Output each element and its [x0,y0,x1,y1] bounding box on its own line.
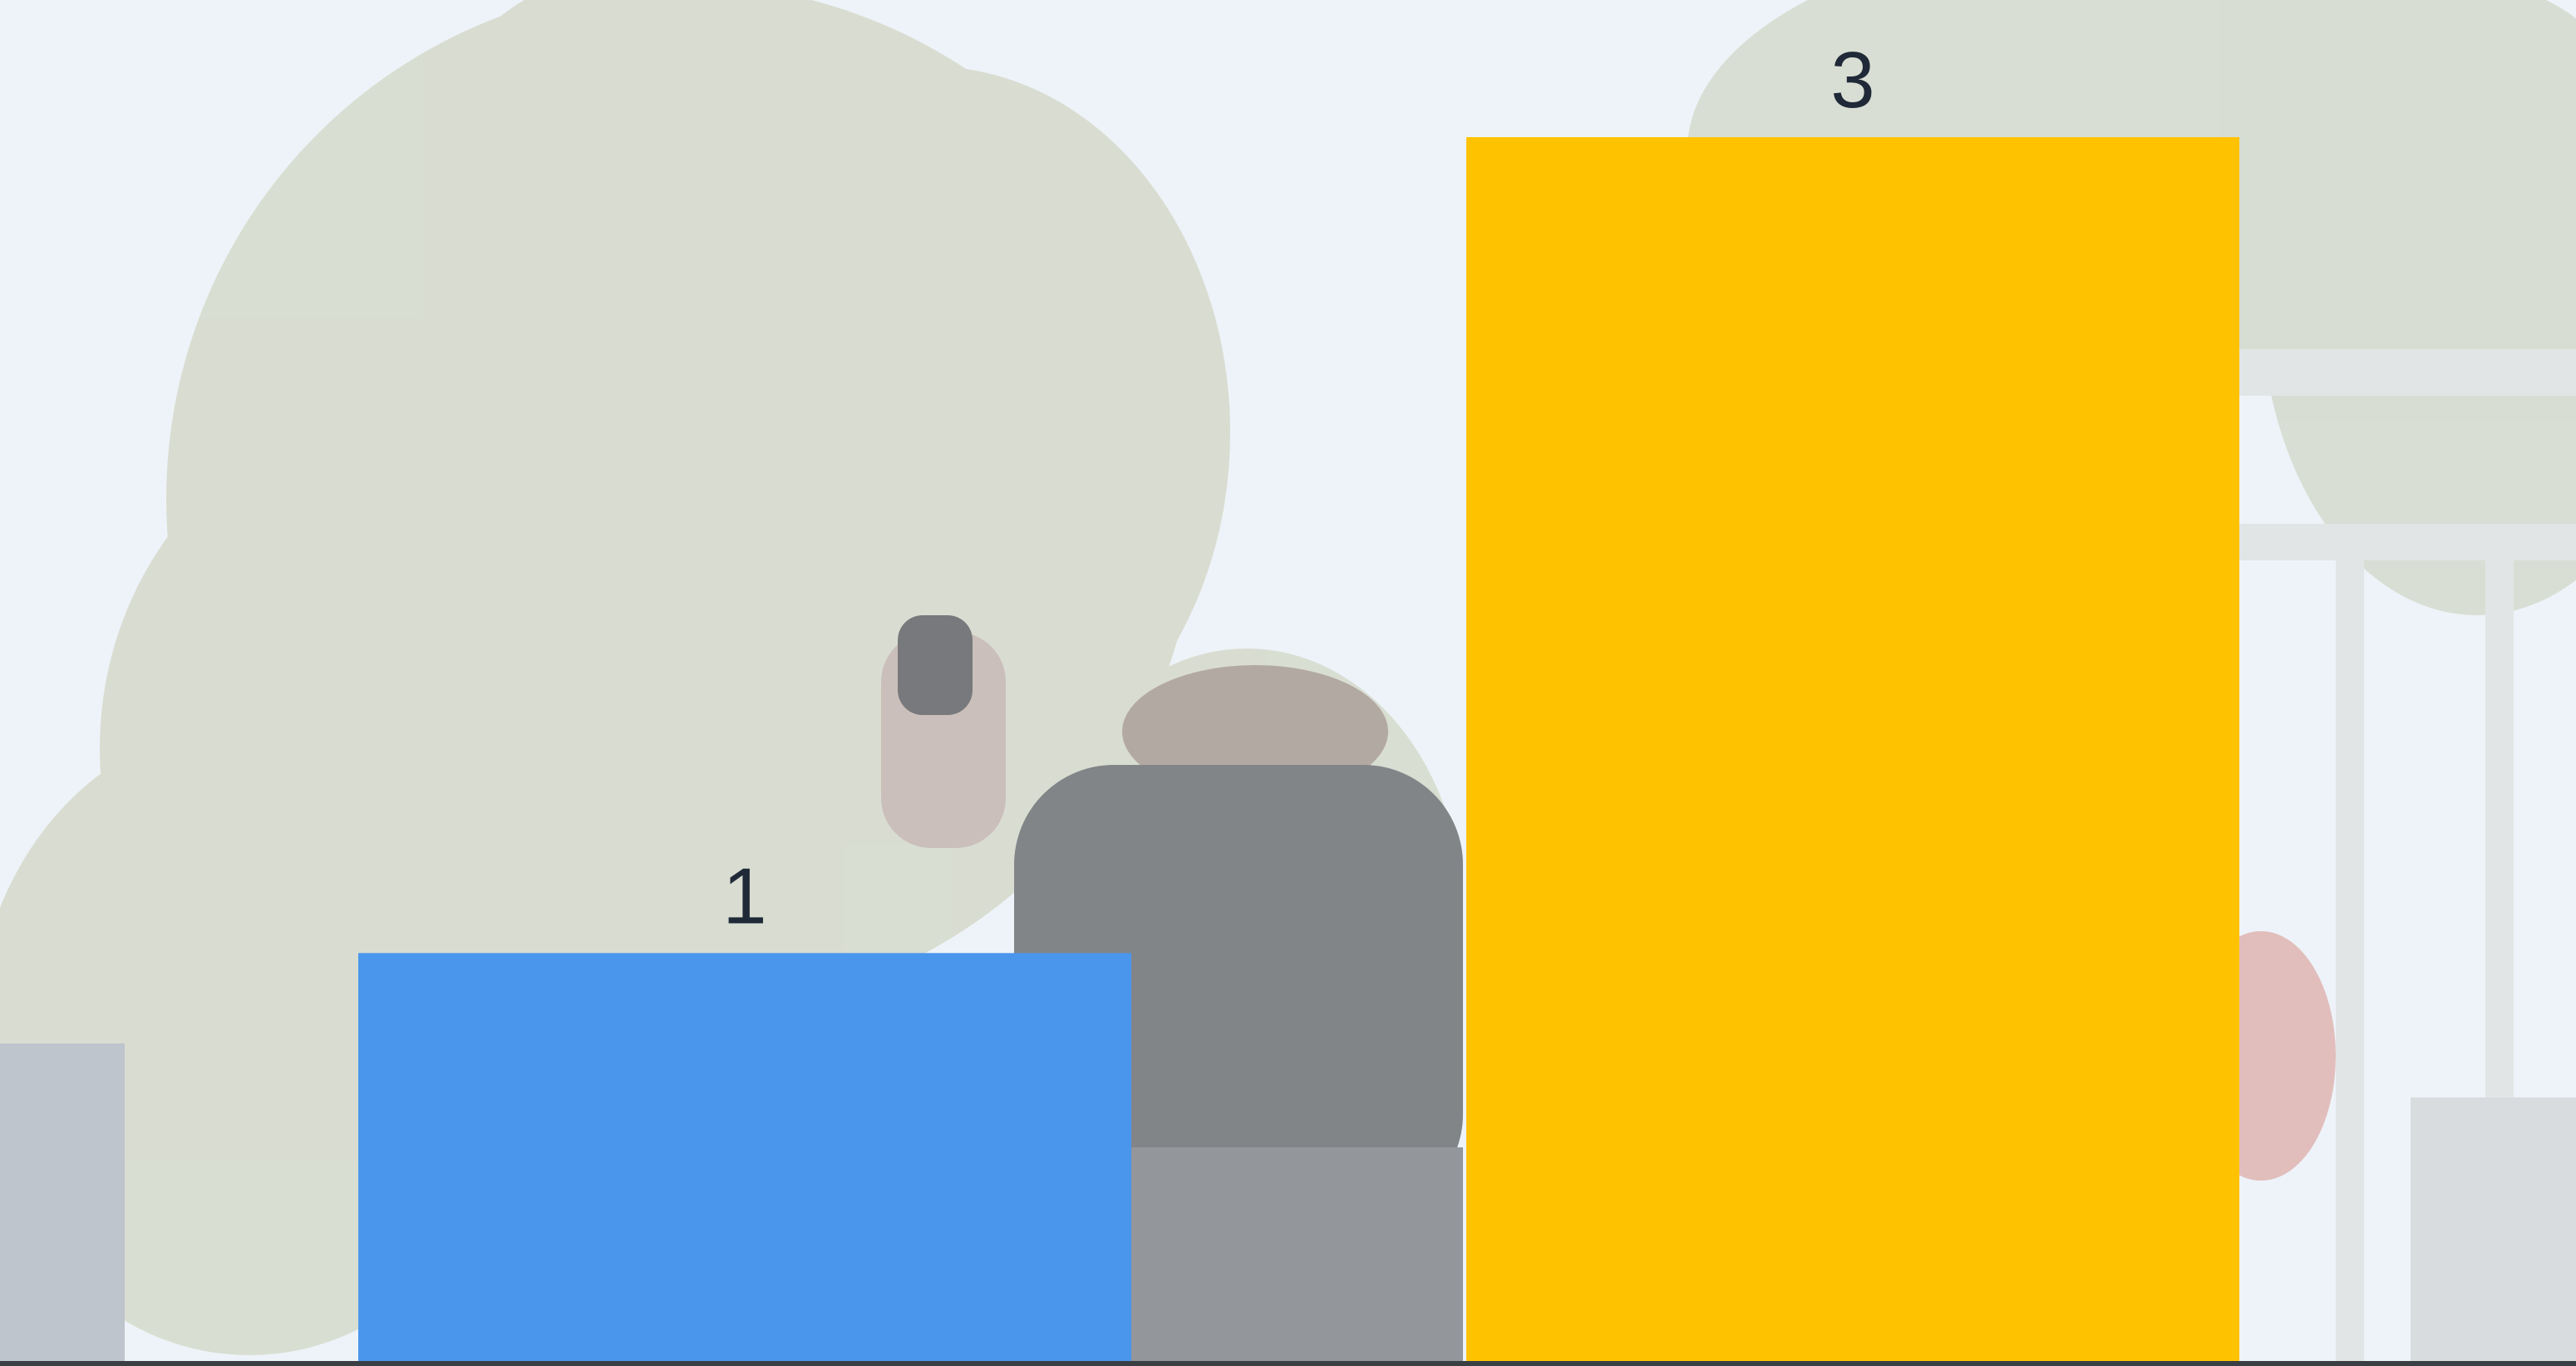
bar-2 [1466,137,2239,1361]
railing [2236,349,2576,1366]
data-label-2: 3 [1830,36,1874,125]
bars-group [358,137,2239,1361]
bar-1 [358,953,1131,1361]
data-labels-group: 13 [722,36,1874,940]
data-label-1: 1 [722,851,766,940]
building [0,1043,125,1366]
